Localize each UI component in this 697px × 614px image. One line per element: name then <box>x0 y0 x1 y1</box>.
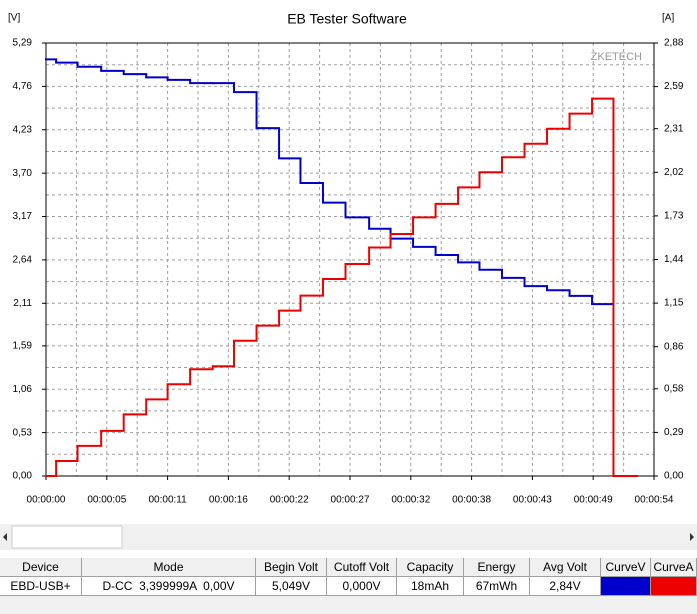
x-tick-label: 00:00:54 <box>635 495 674 506</box>
chart: EB Tester Software [V] [A] ZKETECH 00:00… <box>0 0 697 558</box>
x-tick-label: 00:00:49 <box>574 495 613 506</box>
x-tick-label: 00:00:11 <box>149 495 188 506</box>
x-tick-label: 00:00:05 <box>87 495 126 506</box>
y-tick-label: 5,29 <box>13 38 33 49</box>
y2-tick-label: 2,31 <box>664 123 684 134</box>
header-cell: CurveV <box>601 558 651 577</box>
table-cell: 2,84V <box>530 577 601 596</box>
table-cell <box>601 577 651 596</box>
table-cell: 0,000V <box>327 577 397 596</box>
header-cell: Energy <box>464 558 530 577</box>
x-tick-label: 00:00:43 <box>513 495 552 506</box>
header-cell: Begin Volt <box>256 558 327 577</box>
y2-tick-label: 1,44 <box>664 254 684 265</box>
y-axis-label: [V] <box>8 13 20 24</box>
y-tick-label: 0,00 <box>13 471 33 482</box>
chart-title: EB Tester Software <box>287 11 407 27</box>
x-tick-label: 00:00:38 <box>452 495 491 506</box>
y-tick-label: 3,17 <box>13 211 33 222</box>
y2-tick-label: 2,59 <box>664 81 684 92</box>
y-tick-label: 1,06 <box>13 384 33 395</box>
table-cell: 67mWh <box>464 577 530 596</box>
header-cell: Capacity <box>397 558 464 577</box>
plot-border <box>45 42 655 477</box>
x-tick-label: 00:00:27 <box>331 495 370 506</box>
y-tick-label: 1,59 <box>13 340 33 351</box>
header-cell: Avg Volt <box>530 558 601 577</box>
y2-axis-label: [A] <box>662 13 674 24</box>
y-tick-label: 2,11 <box>13 298 32 309</box>
data-table: Device Mode Begin Volt Cutoff Volt Capacity E… <box>0 558 697 614</box>
y2-tick-label: 1,15 <box>664 298 684 309</box>
scroll-left[interactable] <box>3 533 7 541</box>
scroll-right[interactable] <box>690 533 694 541</box>
table-cell: D-CC 3,399999A 0,00V <box>82 577 256 596</box>
y-tick-label: 4,23 <box>13 124 33 135</box>
scrollbar[interactable] <box>0 524 697 550</box>
y-tick-label: 3,70 <box>13 168 33 179</box>
x-tick-label: 00:00:32 <box>391 495 430 506</box>
table-cell: 5,049V <box>256 577 327 596</box>
x-tick-label: 00:00:22 <box>270 495 309 506</box>
table-cell: 18mAh <box>397 577 464 596</box>
table-cell <box>651 577 697 596</box>
header-cell: Cutoff Volt <box>327 558 397 577</box>
watermark: ZKETECH <box>591 51 642 63</box>
y-tick-label: 2,64 <box>13 255 33 266</box>
y2-tick-label: 2,88 <box>664 38 684 49</box>
y2-tick-label: 0,58 <box>664 383 684 394</box>
header-cell: Mode <box>82 558 256 577</box>
header-cell: CurveA <box>651 558 697 577</box>
header-cell: Device <box>0 558 82 577</box>
x-tick-label: 00:00:00 <box>27 495 66 506</box>
table-cell: EBD-USB+ <box>0 577 82 596</box>
y-tick-label: 0,53 <box>13 427 33 438</box>
y2-tick-label: 0,00 <box>664 471 684 482</box>
y2-tick-label: 1,73 <box>664 211 684 222</box>
background <box>0 0 697 558</box>
y2-tick-label: 2,02 <box>664 167 684 178</box>
y-tick-label: 4,76 <box>13 81 33 92</box>
y2-tick-label: 0,29 <box>664 427 684 438</box>
y2-tick-label: 0,86 <box>664 341 684 352</box>
x-tick-label: 00:00:16 <box>209 495 248 506</box>
scroll-thumb[interactable] <box>11 525 123 549</box>
